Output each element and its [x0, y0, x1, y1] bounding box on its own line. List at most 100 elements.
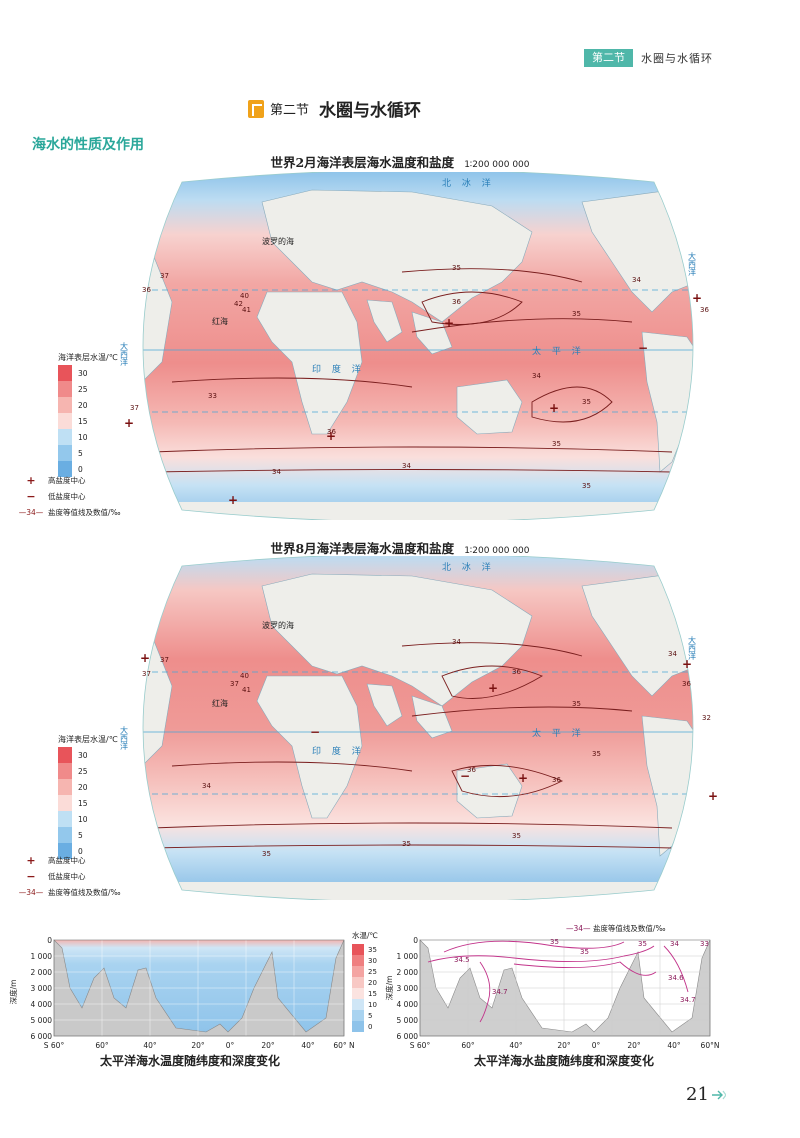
- sal-value: 40: [240, 672, 249, 680]
- legend-value: 30: [368, 957, 377, 965]
- contour-label: 35: [580, 948, 589, 956]
- high-salinity-icon: +: [26, 853, 36, 867]
- section-number: 第二节: [270, 103, 310, 118]
- temp-y-label: 深度/m: [8, 980, 18, 1005]
- legend-value: 15: [78, 798, 88, 808]
- legend-low-text: 低盐度中心: [48, 491, 86, 501]
- salinity-x-ticks: S 60° 60° 40° 20° 0° 20° 40° 60°N: [410, 1041, 720, 1050]
- map-feb-title: 世界2月海洋表层海水温度和盐度 1∶200 000 000: [0, 152, 800, 171]
- contour-label: 34.6: [668, 974, 684, 982]
- high-salinity-center: +: [326, 429, 336, 443]
- x-tick: 40°: [667, 1041, 681, 1050]
- label-red-sea: 红海: [212, 316, 228, 326]
- contour-label: 35: [638, 940, 647, 948]
- label-red-sea: 红海: [212, 698, 228, 708]
- salinity-legend-text: 盐度等值线及数值/‰: [593, 923, 666, 933]
- sal-value: 35: [592, 750, 601, 758]
- isoline-icon: —34—: [18, 507, 44, 517]
- sal-value: 37: [130, 404, 139, 412]
- legend-value: 5: [78, 448, 83, 458]
- map-aug-title-text: 世界8月海洋表层海水温度和盐度: [270, 541, 455, 556]
- x-tick: 40°: [301, 1041, 315, 1050]
- label-arctic: 北 冰 洋: [442, 177, 495, 189]
- label-atlantic-e: 大西洋: [688, 635, 697, 661]
- sal-value: 34: [532, 372, 541, 380]
- legend-swatch: [58, 461, 72, 477]
- high-salinity-icon: +: [26, 473, 36, 487]
- x-tick: 60° N: [333, 1041, 354, 1050]
- map-feb-title-text: 世界2月海洋表层海水温度和盐度: [270, 155, 455, 170]
- legend-swatch: [58, 747, 72, 763]
- temp-legend-aug: 海洋表层水温/℃ 30 25 20 15 10 5 0: [58, 734, 118, 859]
- salinity-centers-feb: + + + + + + −: [124, 291, 702, 507]
- label-indian: 印 度 洋: [312, 363, 365, 375]
- sal-value: 34: [202, 782, 211, 790]
- label-baltic: 波罗的海: [262, 620, 294, 630]
- sal-value: 35: [572, 700, 581, 708]
- x-tick: 60°N: [701, 1041, 720, 1050]
- section-name: 水圈与水循环: [319, 101, 422, 121]
- sal-value: 33: [208, 392, 217, 400]
- legend-swatch: [58, 413, 72, 429]
- x-tick: 0°: [226, 1041, 235, 1050]
- legend-value: 15: [78, 416, 88, 426]
- label-atlantic-e: 大西洋: [688, 251, 697, 277]
- legend-value: 25: [78, 766, 88, 776]
- legend-value: 5: [368, 1012, 372, 1020]
- sal-value: 36: [552, 776, 561, 784]
- legend-high-text: 高盐度中心: [48, 475, 86, 485]
- low-salinity-center: −: [310, 725, 320, 739]
- contour-label: 34.7: [492, 988, 508, 996]
- high-salinity-center: +: [140, 651, 150, 665]
- legend-isoline-text: 盐度等值线及数值/‰: [48, 887, 121, 897]
- legend-swatch: [58, 779, 72, 795]
- legend-swatch: [58, 365, 72, 381]
- sal-value: 35: [582, 398, 591, 406]
- x-tick: 0°: [592, 1041, 601, 1050]
- y-tick: 4 000: [397, 1000, 419, 1009]
- contour-label: 35: [550, 938, 559, 946]
- y-tick: 5 000: [31, 1016, 53, 1025]
- salinity-y-ticks: 0 1 000 2 000 3 000 4 000 5 000 6 000: [397, 936, 419, 1041]
- map-feb: 波罗的海 红海 太 平 洋 印 度 洋 北 冰 洋 大西洋 大西洋 35 35 …: [120, 172, 709, 520]
- running-header: 第二节 水圈与水循环: [584, 48, 800, 68]
- sal-value: 34: [452, 638, 461, 646]
- contour-label: 34: [670, 940, 679, 948]
- sal-value: 34: [272, 468, 281, 476]
- sal-value: 37: [230, 680, 239, 688]
- salinity-y-label: 深度/m: [384, 976, 394, 1001]
- legend-value: 0: [78, 464, 83, 474]
- sal-value: 42: [234, 300, 243, 308]
- salinity-contours: [427, 940, 689, 1023]
- x-tick: 20°: [261, 1041, 275, 1050]
- page-arrow-icon: [712, 1090, 726, 1100]
- sal-value: 36: [327, 428, 336, 436]
- chart-temp-caption: 太平洋海水温度随纬度和深度变化: [99, 1054, 280, 1068]
- legend-swatch: [58, 381, 72, 397]
- y-tick: 2 000: [397, 968, 419, 977]
- contour-label: 34.5: [454, 956, 470, 964]
- sal-value: 36: [700, 306, 709, 314]
- running-title: 水圈与水循环: [641, 52, 713, 65]
- temp-legend-title: 海洋表层水温/℃: [58, 735, 118, 744]
- sal-value: 35: [582, 482, 591, 490]
- y-tick: 3 000: [397, 984, 419, 993]
- isoline-sample: 34: [26, 887, 36, 897]
- high-salinity-center: +: [488, 681, 498, 695]
- low-salinity-center: −: [638, 341, 648, 355]
- high-salinity-center: +: [228, 493, 238, 507]
- temp-y-ticks: 0 1 000 2 000 3 000 4 000 5 000 6 000: [31, 936, 53, 1041]
- high-salinity-center: +: [692, 291, 702, 305]
- sal-value: 34: [402, 462, 411, 470]
- map-aug-scale: 1∶200 000 000: [464, 546, 530, 556]
- temp-x-ticks: S 60° 60° 40° 20° 0° 20° 40° 60° N: [44, 1041, 355, 1050]
- y-tick: 4 000: [31, 1000, 53, 1009]
- legend-value: 25: [78, 384, 88, 394]
- legend-value: 20: [78, 782, 88, 792]
- x-tick: 20°: [627, 1041, 641, 1050]
- high-salinity-center: +: [708, 789, 718, 803]
- y-tick: 0: [47, 936, 52, 945]
- salinity-legend-line: —34— 盐度等值线及数值/‰: [566, 923, 666, 933]
- legend-swatch: [58, 843, 72, 859]
- sal-value: 41: [242, 306, 251, 314]
